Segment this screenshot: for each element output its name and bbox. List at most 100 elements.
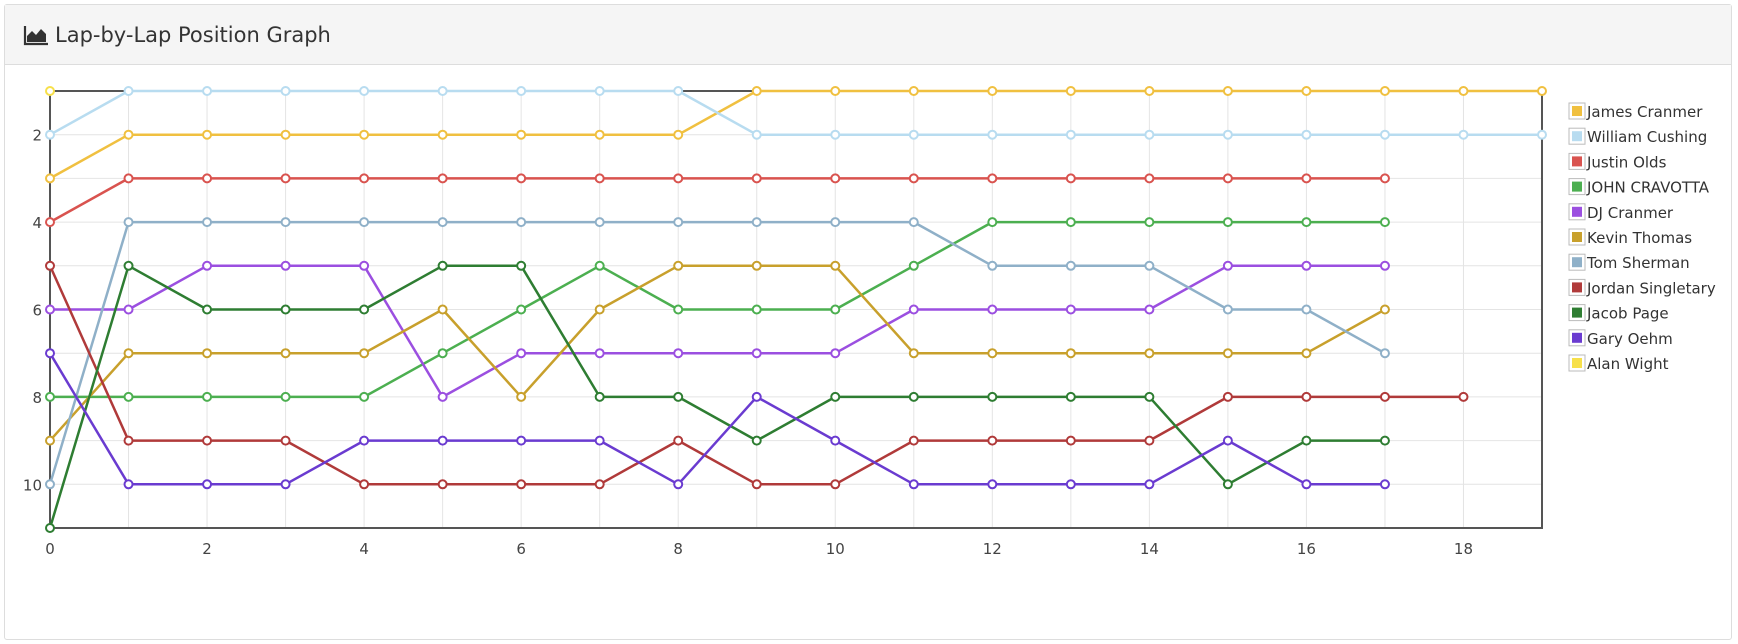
series-point xyxy=(908,479,919,490)
series-point xyxy=(280,348,291,359)
series-point xyxy=(1301,260,1312,271)
series-point xyxy=(987,479,998,490)
x-tick-label: 18 xyxy=(1454,540,1473,558)
series-point xyxy=(437,348,448,359)
legend-label: William Cushing xyxy=(1587,128,1707,146)
series-point xyxy=(45,129,55,140)
x-tick-label: 14 xyxy=(1140,540,1159,558)
series-point xyxy=(359,479,370,490)
series-point xyxy=(1458,129,1469,140)
series-point xyxy=(1301,217,1312,228)
series-point xyxy=(1065,86,1076,96)
series-point xyxy=(123,86,134,96)
series-point xyxy=(751,217,762,228)
series-point xyxy=(1144,86,1155,96)
legend-swatch xyxy=(1572,131,1582,142)
series-point xyxy=(359,173,370,184)
series-point xyxy=(1065,217,1076,228)
series-point xyxy=(830,86,841,96)
series-point xyxy=(1144,479,1155,490)
series-point xyxy=(1379,129,1390,140)
series-point xyxy=(516,304,527,315)
series-point xyxy=(280,129,291,140)
legend-label: Justin Olds xyxy=(1586,153,1667,171)
series-point xyxy=(751,435,762,446)
series-point xyxy=(751,86,762,96)
series-point xyxy=(1222,260,1233,271)
series-point xyxy=(987,348,998,359)
series-point xyxy=(751,304,762,315)
series-point xyxy=(359,86,370,96)
x-tick-label: 10 xyxy=(826,540,845,558)
series-point xyxy=(516,348,527,359)
series-point xyxy=(123,435,134,446)
series-point xyxy=(1379,391,1390,402)
series-point xyxy=(437,86,448,96)
series-point xyxy=(45,86,55,96)
legend-label: JOHN CRAVOTTA xyxy=(1586,179,1710,197)
series-point xyxy=(1222,435,1233,446)
series-point xyxy=(1065,304,1076,315)
series-point xyxy=(987,86,998,96)
series-point xyxy=(908,86,919,96)
series-point xyxy=(45,304,55,315)
series-point xyxy=(830,260,841,271)
series-line xyxy=(49,264,1386,442)
series-point xyxy=(1065,479,1076,490)
series-point xyxy=(516,86,527,96)
series-point xyxy=(594,391,605,402)
series-point xyxy=(1144,129,1155,140)
series-point xyxy=(1301,348,1312,359)
x-tick-label: 16 xyxy=(1297,540,1316,558)
legend-label: Alan Wight xyxy=(1587,355,1669,373)
series-point xyxy=(437,479,448,490)
series-point xyxy=(1379,435,1390,446)
series-line xyxy=(49,177,1385,224)
series-point xyxy=(516,435,527,446)
series-point xyxy=(1301,435,1312,446)
series-point xyxy=(280,304,291,315)
series-point xyxy=(280,217,291,228)
series-point xyxy=(359,348,370,359)
series-point xyxy=(202,173,213,184)
series-line xyxy=(50,220,1385,399)
series-point xyxy=(908,391,919,402)
series-point xyxy=(751,173,762,184)
series-point xyxy=(1144,217,1155,228)
y-tick-label: 6 xyxy=(32,302,42,320)
legend-label: Jacob Page xyxy=(1586,305,1669,323)
series-point xyxy=(1301,86,1312,96)
series-point xyxy=(1144,173,1155,184)
series-point xyxy=(280,260,291,271)
series-point xyxy=(673,86,684,96)
series-point xyxy=(594,217,605,228)
legend-swatch xyxy=(1572,206,1582,217)
series-point xyxy=(908,217,919,228)
series-point xyxy=(1458,391,1469,402)
series-point xyxy=(751,129,762,140)
series-point xyxy=(987,435,998,446)
series-point xyxy=(673,435,684,446)
series-point xyxy=(437,217,448,228)
series-point xyxy=(437,173,448,184)
legend-label: Jordan Singletary xyxy=(1586,279,1716,297)
x-tick-label: 8 xyxy=(673,540,683,558)
series-point xyxy=(908,348,919,359)
series-point xyxy=(437,260,448,271)
series-point xyxy=(830,479,841,490)
series-point xyxy=(673,260,684,271)
series-point xyxy=(1144,260,1155,271)
series-point xyxy=(202,260,213,271)
series-point xyxy=(123,260,134,271)
position-line-chart: 2 4 6 8 10 0 2 4 6 8 10 12 14 16 18 James Cranmer Willia… xyxy=(23,86,1716,558)
series-point xyxy=(45,391,55,402)
series-point xyxy=(1144,391,1155,402)
series-point xyxy=(673,217,684,228)
series-point xyxy=(280,479,291,490)
legend-swatch xyxy=(1572,257,1582,268)
series-point xyxy=(987,129,998,140)
legend-swatch xyxy=(1572,307,1582,318)
series-point xyxy=(202,304,213,315)
series-point xyxy=(673,304,684,315)
series-point xyxy=(516,479,527,490)
